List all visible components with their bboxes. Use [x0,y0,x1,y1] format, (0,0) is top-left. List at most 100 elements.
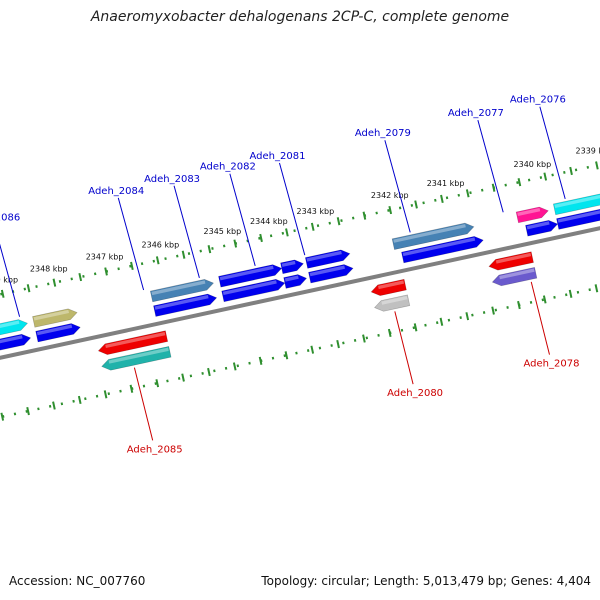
inner-major-tick [387,328,392,338]
backbone-layer [0,226,600,360]
outer-major-tick [465,189,470,198]
reverse-cds-0-body [488,251,534,271]
forward-gene-5 [218,264,283,288]
outer-major-tick [595,161,599,170]
genome-summary: Topology: circular; Length: 5,013,479 bp… [261,574,591,588]
forward-cds-7-bevel [36,324,73,336]
inner-major-tick [491,306,495,315]
forward-gene-8-body [0,319,29,340]
inner-major-tick [232,362,237,371]
forward-gene-7-body [32,308,78,328]
forward-cds-0 [556,206,600,230]
forward-gene-2-bevel [393,224,466,243]
forward-gene-4-bevel [281,260,296,267]
outer-major-tick [388,205,393,215]
forward-gene-3-bevel [306,250,342,262]
forward-gene-7-bevel [33,309,70,321]
outer-major-tick [569,166,573,176]
forward-gene-8-bevel [0,320,20,333]
forward-gene-leader [0,243,21,317]
forward-gene-0 [552,191,600,216]
reverse-cds-0 [488,251,534,271]
forward-cds-2-bevel [402,237,476,257]
inner-major-tick [362,334,366,343]
forward-gene-6-bevel [151,280,206,296]
inner-major-tick [542,295,547,304]
outer-major-tick [440,194,444,204]
outer-major-tick [310,222,315,231]
forward-cds-5-bevel [222,280,277,295]
outer-major-tick [362,211,367,220]
forward-gene-5-body [218,264,283,288]
forward-gene-label: Adeh_2082 [200,162,256,173]
forward-cds-1-bevel [526,221,550,230]
outer-major-tick [155,256,160,265]
outer-major-tick [0,289,5,298]
inner-major-tick [439,317,444,326]
forward-gene-leader [477,119,504,213]
reverse-gene-2-bevel [108,347,169,364]
forward-gene-0-body [552,191,600,216]
tick-layer: 2339 kbp 2340 kbp 2341 kbp 2342 kbp 2343 kbp… [0,147,600,421]
outer-major-tick [414,200,418,209]
forward-cds-4-body [283,274,308,289]
forward-cds-5-body [221,278,286,303]
forward-cds-2-body [401,236,484,264]
reverse-gene-leader [133,367,154,441]
forward-gene-leader [384,140,411,233]
reverse-gene-label: Adeh_2078 [524,359,580,370]
forward-gene-label: Adeh_2083 [144,174,200,185]
outer-major-tick [543,172,548,181]
outer-major-tick [104,267,108,276]
forward-cds-6-bevel [154,295,209,310]
tick-label: 2345 kbp [204,227,242,236]
forward-gene-3 [304,249,351,269]
reverse-cds-1 [370,278,407,296]
gene-layer [0,191,600,371]
forward-cds-2 [401,236,484,264]
forward-cds-0-body [556,206,600,230]
forward-cds-3-bevel [309,265,345,277]
forward-gene-1-body [515,206,549,224]
outer-major-tick [52,278,57,287]
forward-cds-8-bevel [0,335,23,348]
forward-gene-2-body [391,222,475,250]
reverse-gene-2 [101,346,172,371]
inner-major-tick [568,289,573,298]
forward-gene-label: Adeh_2077 [448,108,504,119]
forward-gene-0-bevel [554,193,600,208]
forward-gene-8 [0,319,29,340]
inner-tick-rail [1,286,600,418]
inner-major-tick [77,395,82,405]
forward-gene-label: Adeh_2076 [510,95,566,106]
forward-cds-4-bevel [284,275,299,282]
inner-major-tick [517,300,521,310]
reverse-cds-1-bevel [378,280,405,290]
reverse-gene-leader [530,281,550,355]
forward-gene-4-body [280,259,304,275]
forward-gene-leader [173,185,200,279]
reverse-cds-1-body [370,278,407,296]
inner-major-tick [310,345,315,354]
forward-cds-0-bevel [557,207,600,223]
forward-gene-5-bevel [219,265,274,281]
tick-label: 2347 kbp [86,253,124,262]
inner-major-tick [336,339,340,349]
reverse-cds-2-body [97,330,169,355]
inner-major-tick [103,390,108,399]
reverse-gene-label: Adeh_2085 [127,444,183,455]
inner-major-tick [0,412,5,421]
reverse-cds-2-bevel [105,331,166,349]
reverse-gene-0-bevel [499,268,535,280]
outer-major-tick [259,233,263,243]
forward-gene-leader [278,162,306,256]
outer-major-tick [233,239,238,248]
outer-major-tick [336,217,341,226]
forward-cds-3 [308,264,354,284]
reverse-gene-2-body [101,346,172,371]
backbone-line [0,226,600,360]
tick-label: 2348 kbp [30,265,68,274]
forward-cds-8 [0,333,32,355]
forward-gene-leader [229,173,256,266]
